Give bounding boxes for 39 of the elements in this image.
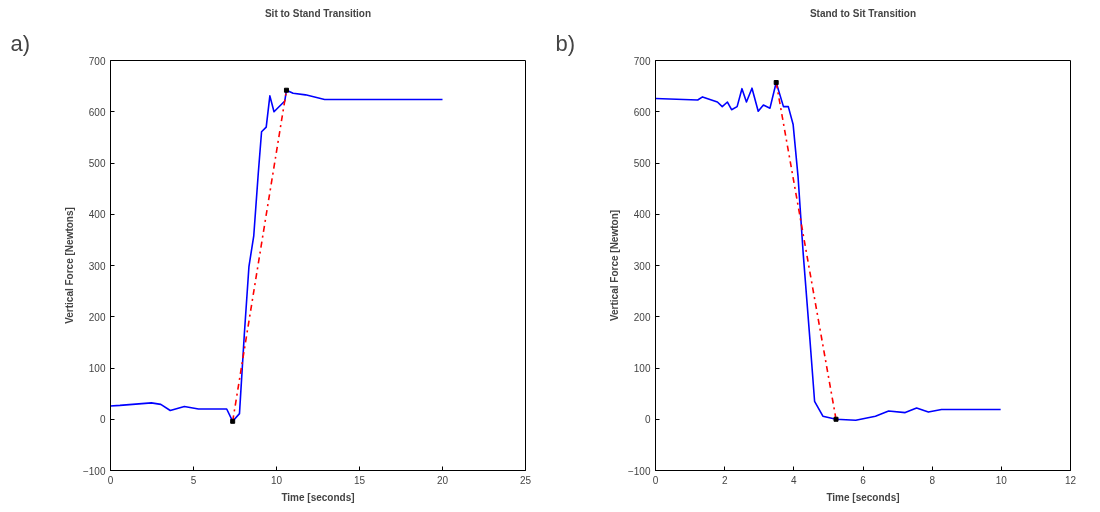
text: a) [10,30,31,56]
x-tick-label: 4 [791,474,798,486]
y-axis-title: Vertical Force [Newton] [608,209,620,322]
x-tick-label: 12 [1064,474,1077,486]
x-tick-label: 0 [652,474,659,486]
y-tick-label: 500 [633,158,651,169]
y-tick-label: 300 [88,260,106,272]
x-tick-label: 20 [436,474,449,486]
y-tick-label: 300 [633,260,651,272]
y-tick-label: 400 [633,209,651,221]
chart-title: Stand to Sit Transition [809,7,917,19]
x-tick-label: 8 [929,474,936,486]
x-tick-label: 2 [721,474,728,486]
x-tick-label: 6 [860,474,867,486]
text: b) [555,30,576,56]
y-tick-label: 100 [633,363,651,374]
x-tick-label: 15 [353,474,366,486]
y-axis-title: Vertical Force [Newtons] [63,207,75,324]
y-tick-label: −100 [82,465,106,477]
y-tick-label: 0 [644,414,651,426]
y-tick-label: 200 [88,311,106,323]
y-tick-label: 400 [88,209,106,221]
chart-title: Sit to Stand Transition [264,7,372,19]
y-tick-label: 700 [633,55,651,67]
y-tick-label: 700 [88,55,106,67]
x-tick-label: 10 [995,474,1008,486]
y-tick-label: 100 [88,363,106,374]
y-tick-label: 0 [99,414,106,426]
y-tick-label: 200 [633,311,651,323]
y-tick-label: −100 [627,465,651,477]
x-tick-label: 10 [270,474,283,486]
x-tick-label: 0 [107,474,114,486]
y-tick-label: 600 [633,106,651,118]
x-tick-label: 25 [519,474,532,486]
x-tick-label: 5 [190,474,197,486]
y-tick-label: 500 [88,158,106,169]
x-axis-title: Time [seconds] [281,491,355,503]
x-axis-title: Time [seconds] [826,491,900,503]
y-tick-label: 600 [88,106,106,118]
